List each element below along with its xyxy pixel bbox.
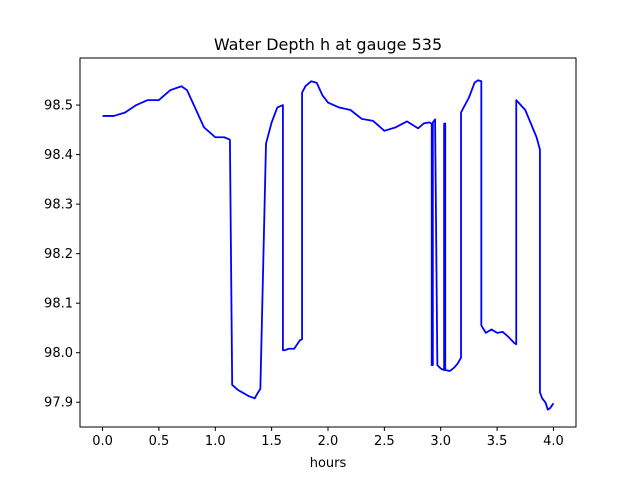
y-tick-label: 97.9 bbox=[44, 396, 73, 411]
x-tick-label: 0.5 bbox=[149, 434, 170, 449]
y-tick-label: 98.3 bbox=[44, 198, 73, 213]
x-tick-label: 2.0 bbox=[318, 434, 339, 449]
x-axis-label: hours bbox=[310, 456, 347, 471]
x-tick-label: 3.0 bbox=[430, 434, 451, 449]
series-line-1 bbox=[102, 79, 555, 411]
x-tick-label: 0.0 bbox=[92, 434, 113, 449]
y-axis-ticks: 97.9 98.0 98.1 98.2 98.3 98.4 98.5 bbox=[44, 99, 80, 411]
y-tick-label: 98.0 bbox=[44, 346, 73, 361]
y-tick-label: 98.1 bbox=[44, 297, 73, 312]
y-tick-label: 98.5 bbox=[44, 99, 73, 114]
x-tick-label: 3.5 bbox=[487, 434, 508, 449]
y-tick-label: 98.4 bbox=[44, 148, 73, 163]
x-tick-label: 1.0 bbox=[205, 434, 226, 449]
x-axis-ticks: 0.0 0.5 1.0 1.5 2.0 2.5 3.0 3.5 4.0 bbox=[92, 427, 564, 449]
chart-title: Water Depth h at gauge 535 bbox=[214, 35, 442, 54]
x-tick-label: 2.5 bbox=[374, 434, 395, 449]
x-tick-label: 4.0 bbox=[543, 434, 564, 449]
x-tick-label: 1.5 bbox=[261, 434, 282, 449]
y-tick-label: 98.2 bbox=[44, 247, 73, 262]
